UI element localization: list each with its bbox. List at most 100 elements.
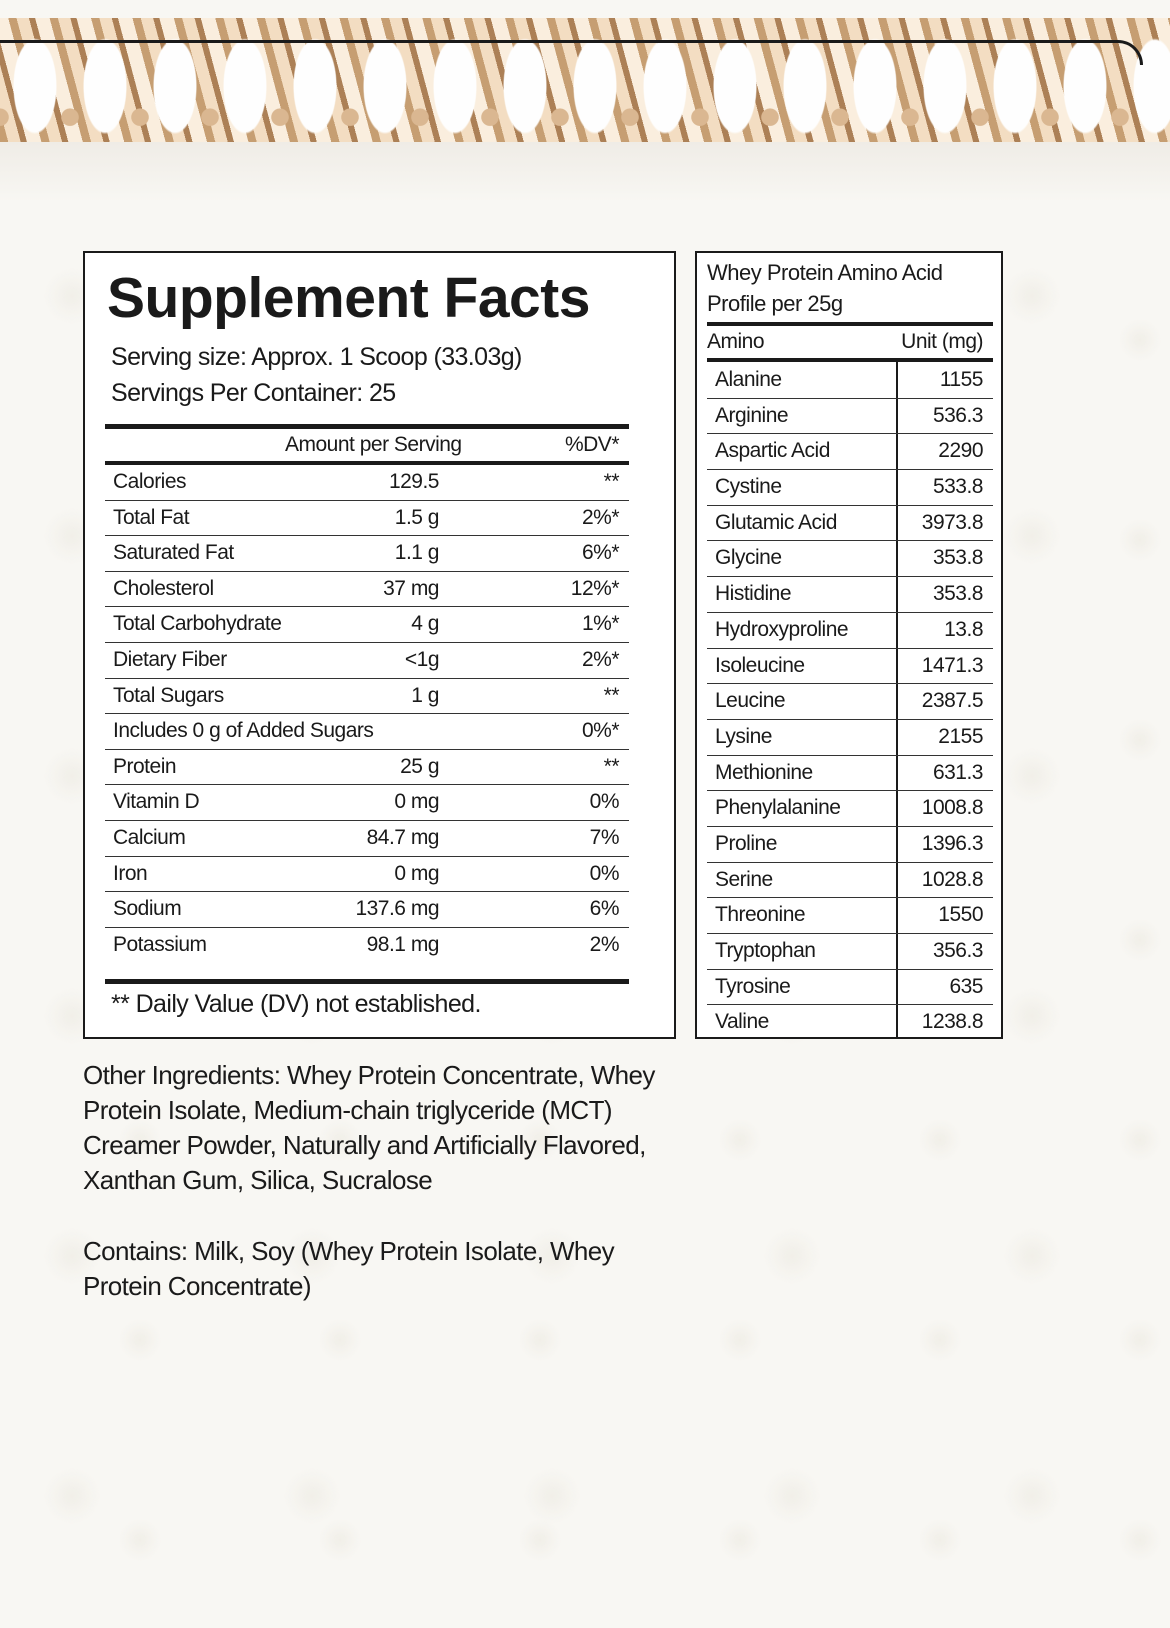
table-row: Cholesterol 37 mg 12%* [105,572,629,608]
nutrient-dv: ** [603,470,620,493]
nutrient-amount: 137.6 mg [355,897,439,921]
nutrient-name: Dietary Fiber [113,647,227,671]
table-row: Aspartic Acid 2290 [707,434,993,471]
amino-value: 2290 [938,439,983,463]
nutrient-name: Total Sugars [113,683,224,707]
amino-header: Amino [707,330,765,353]
table-row: Proline 1396.3 [707,827,993,863]
other-ingredients: Other Ingredients: Whey Protein Concentr… [83,1060,655,1195]
amino-value: 536.3 [932,403,984,427]
table-row: Total Carbohydrate 4 g 1%* [105,607,629,643]
table-row: Total Sugars 1 g ** [105,679,629,715]
table-row: Hydroxyproline 13.8 [707,613,993,649]
amino-value: 353.8 [932,546,984,570]
nutrient-amount: 0 mg [394,861,439,885]
supplement-facts-panel: Supplement Facts Serving size: Approx. 1… [83,251,676,1039]
table-row: Valine 1238.8 [707,1005,993,1041]
table-row: Histidine 353.8 [707,577,993,613]
table-row: Calories 129.5 ** [105,465,629,501]
nutrient-amount: 25 g [400,754,439,778]
banner-fade [0,142,1170,202]
table-header: Amount per Serving %DV* [105,430,629,460]
table-row: Cystine 533.8 [707,470,993,506]
nutrient-amount: 4 g [411,612,439,636]
divider [105,979,629,984]
nutrient-name: Cholesterol [113,576,214,600]
amino-name: Aspartic Acid [715,439,830,463]
nutrient-table: Calories 129.5 ** Total Fat 1.5 g 2%* Saturate… [105,465,629,963]
nutrient-name: Total Fat [113,505,190,529]
table-row: Total Fat 1.5 g 2%* [105,501,629,537]
nutrient-name: Protein [113,754,177,778]
amino-value: 356.3 [932,939,984,962]
amount-header: Amount per Serving [285,433,462,456]
amino-value: 353.8 [932,582,984,606]
table-row: Protein 25 g ** [105,750,629,786]
amino-value: 1471.3 [921,653,984,677]
column-divider [896,361,898,1037]
decorative-rule [0,40,1143,65]
table-row: Vitamin D 0 mg 0% [105,785,629,821]
divider [707,322,993,326]
nutrient-amount: <1g [404,647,440,671]
nutrient-name: Iron [113,861,148,885]
amino-name: Hydroxyproline [715,617,849,641]
nutrient-dv: 2% [589,932,620,956]
table-row: Arginine 536.3 [707,399,993,435]
table-row: Tryptophan 356.3 [707,934,993,970]
nutrient-dv: 7% [589,825,620,849]
table-row: Dietary Fiber <1g 2%* [105,643,629,679]
nutrient-dv: 0%* [581,719,620,743]
nutrient-amount: 0 mg [394,790,439,814]
amino-name: Proline [715,831,777,855]
amino-table: Alanine 1155 Arginine 536.3 Aspartic Acid 229… [707,363,993,1041]
table-row: Isoleucine 1471.3 [707,649,993,685]
table-row: Alanine 1155 [707,363,993,399]
nutrient-dv: 6%* [581,541,620,565]
amino-name: Arginine [715,403,789,427]
amino-value: 1155 [939,368,984,391]
table-row: Methionine 631.3 [707,756,993,792]
allergen-statement: Contains: Milk, Soy (Whey Protein Isolat… [83,1236,615,1301]
table-row: Phenylalanine 1008.8 [707,791,993,827]
amino-value: 631.3 [932,760,984,784]
divider [707,358,993,362]
table-row: Calcium 84.7 mg 7% [105,821,629,857]
amino-value: 1028.8 [921,867,984,891]
amino-value: 533.8 [932,475,984,499]
nutrient-name: Calories [113,470,187,493]
nutrient-amount: 84.7 mg [366,825,440,849]
amino-value: 13.8 [944,617,983,641]
nutrient-name: Saturated Fat [113,541,234,565]
amino-name: Valine [715,1010,769,1034]
table-row: Sodium 137.6 mg 6% [105,892,629,928]
nutrient-name: Includes 0 g of Added Sugars [113,719,374,743]
amino-name: Tryptophan [715,939,816,962]
table-row: Includes 0 g of Added Sugars 0%* [105,714,629,750]
unit-header: Unit (mg) [901,330,983,353]
nutrient-name: Total Carbohydrate [113,612,282,636]
table-row: Tyrosine 635 [707,970,993,1006]
nutrient-dv: 1%* [581,612,620,636]
amino-name: Isoleucine [715,653,805,677]
footnote: ** Daily Value (DV) not established. [111,990,481,1018]
amino-name: Tyrosine [715,974,791,998]
nutrient-amount: 37 mg [383,576,439,600]
nutrient-dv: ** [603,754,620,778]
nutrient-amount: 129.5 [388,470,440,493]
table-row: Glutamic Acid 3973.8 [707,506,993,542]
amino-name: Leucine [715,689,786,713]
dv-header: %DV* [564,433,620,456]
table-row: Potassium 98.1 mg 2% [105,928,629,964]
nutrient-name: Sodium [113,897,182,921]
amino-value: 2387.5 [921,689,984,713]
divider [105,424,629,429]
amino-name: Threonine [715,903,806,927]
nutrient-name: Calcium [113,825,186,849]
nutrient-name: Potassium [113,932,207,956]
nutrient-amount: 1.5 g [394,505,440,529]
nutrient-dv: 2%* [581,505,620,529]
amino-name: Glutamic Acid [715,510,837,534]
nutrient-dv: 2%* [581,647,620,671]
nutrient-amount: 1.1 g [394,541,440,565]
